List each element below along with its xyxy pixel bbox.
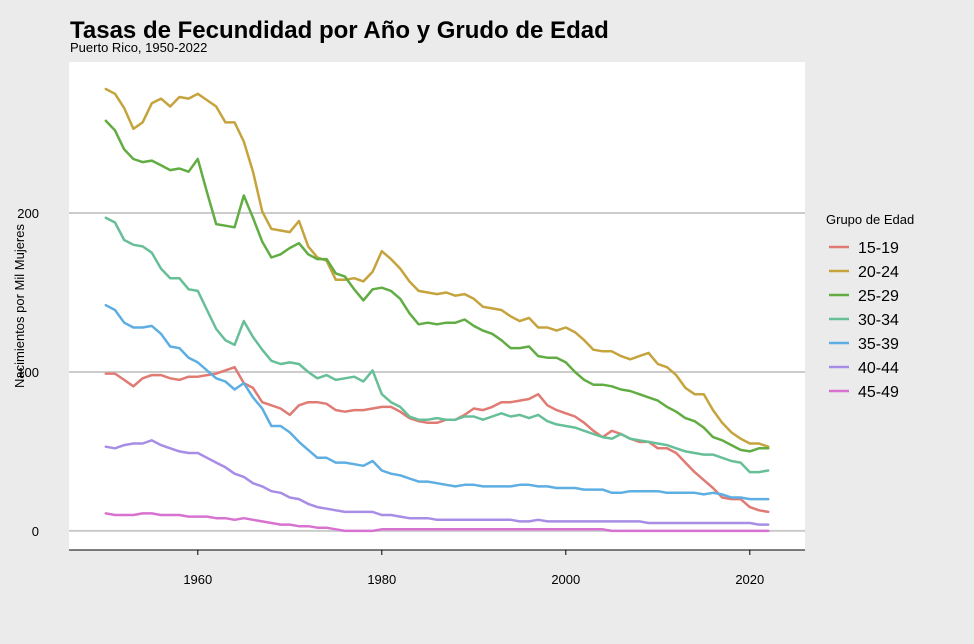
series-line-25-29 <box>104 119 770 453</box>
y-tick-label: 100 <box>17 365 39 380</box>
y-tick-label: 0 <box>32 524 39 539</box>
legend: Grupo de Edad 15-19 20-24 25-29 30-34 35-39 4… <box>826 212 914 401</box>
legend-label-45-49: 45-49 <box>858 384 899 401</box>
legend-label-40-44: 40-44 <box>858 360 899 377</box>
legend-label-15-19: 15-19 <box>858 240 899 257</box>
x-tick-label: 2000 <box>551 572 580 587</box>
series-line-15-19 <box>104 365 770 514</box>
series-line-40-44 <box>104 439 770 526</box>
x-tick-label: 1980 <box>367 572 396 587</box>
chart-subtitle: Puerto Rico, 1950-2022 <box>70 40 207 55</box>
y-tick-label: 200 <box>17 206 39 221</box>
chart-title: Tasas de Fecundidad por Año y Grudo de E… <box>70 17 609 44</box>
y-axis: 0 100 200 <box>17 206 39 539</box>
x-tick-label: 1960 <box>183 572 212 587</box>
series-line-30-34 <box>104 216 770 474</box>
legend-label-30-34: 30-34 <box>858 312 899 329</box>
series-line-35-39 <box>104 303 770 501</box>
x-tick-label: 2020 <box>735 572 764 587</box>
y-axis-label: Nacimientos por Mil Mujeres <box>12 224 27 388</box>
series-line-20-24 <box>104 87 770 448</box>
legend-title: Grupo de Edad <box>826 212 914 227</box>
series-lines <box>104 87 770 533</box>
plot-panel <box>69 62 805 550</box>
series-line-45-49 <box>104 512 770 533</box>
legend-label-35-39: 35-39 <box>858 336 899 353</box>
x-axis: 1960 1980 2000 2020 <box>183 550 764 587</box>
legend-label-25-29: 25-29 <box>858 288 899 305</box>
legend-label-20-24: 20-24 <box>858 264 899 281</box>
